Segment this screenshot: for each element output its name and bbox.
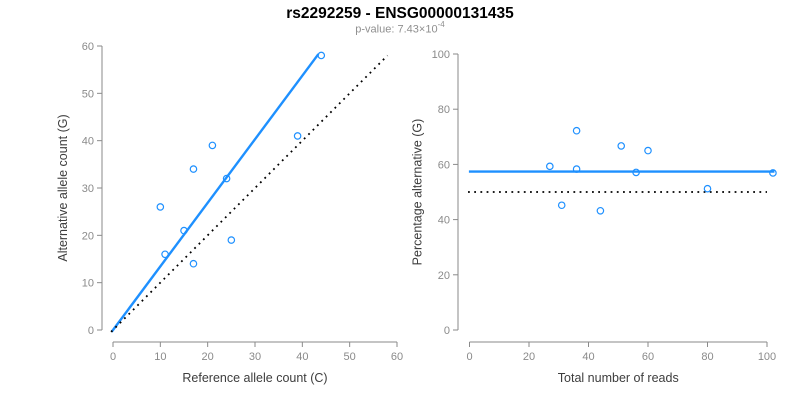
x-tick-label: 100 — [758, 351, 776, 363]
x-tick-label: 20 — [202, 351, 214, 363]
y-tick-label: 0 — [444, 325, 450, 337]
data-point — [596, 206, 605, 215]
times-symbol: × — [418, 23, 426, 36]
x-tick-label: 40 — [296, 351, 308, 363]
data-point — [703, 184, 712, 193]
x-axis-title: Total number of reads — [558, 371, 679, 385]
x-tick-label: 0 — [110, 351, 116, 363]
x-tick-label: 30 — [249, 351, 261, 363]
data-point — [317, 51, 326, 60]
y-tick-label: 0 — [88, 325, 94, 337]
x-tick-label: 60 — [642, 351, 654, 363]
x-tick-label: 60 — [391, 351, 403, 363]
x-axis-title: Reference allele count (C) — [182, 371, 327, 385]
x-tick-label: 10 — [154, 351, 166, 363]
pvalue-base: 10 — [425, 23, 438, 36]
data-point — [293, 132, 302, 140]
y-tick-label: 60 — [82, 41, 94, 53]
y-tick-label: 50 — [82, 88, 94, 100]
x-tick-label: 20 — [523, 351, 535, 363]
data-point — [180, 226, 188, 235]
y-axis-title: Percentage alternative (G) — [411, 119, 425, 266]
percentage-scatter: 0 20 40 60 80 100 0 20 40 60 80 100 Total number of … — [411, 49, 777, 385]
y-tick-label: 20 — [438, 270, 450, 282]
pvalue-mantissa: 7.43 — [397, 23, 419, 36]
allele-count-scatter: 0 10 20 30 40 50 60 0 10 20 30 40 50 60 Reference alle… — [56, 41, 403, 385]
data-point — [189, 259, 198, 268]
data-point — [222, 174, 231, 183]
data-point — [617, 142, 626, 150]
identity-line — [110, 54, 389, 333]
data-point — [557, 201, 566, 210]
data-point — [769, 169, 777, 177]
data-point — [572, 165, 581, 173]
x-tick-label: 40 — [582, 351, 594, 363]
fit-line — [110, 53, 320, 333]
y-tick-label: 10 — [82, 278, 94, 290]
x-tick-label: 0 — [466, 351, 472, 363]
y-tick-label: 40 — [438, 215, 450, 227]
figure-subtitle: p-value: 7.43×10-4 — [0, 20, 800, 36]
pvalue-label: p-value: — [355, 23, 398, 36]
data-point — [546, 162, 554, 171]
data-point — [227, 236, 236, 244]
x-tick-label: 80 — [701, 351, 713, 363]
y-tick-label: 30 — [82, 183, 94, 195]
data-point — [572, 126, 581, 135]
y-tick-label: 40 — [82, 136, 94, 148]
pvalue-exponent: -4 — [437, 20, 445, 29]
y-tick-label: 20 — [82, 230, 94, 242]
y-tick-label: 80 — [438, 104, 450, 116]
data-point — [632, 168, 640, 177]
x-tick-label: 50 — [344, 351, 356, 363]
figure-title: rs2292259 - ENSG00000131435 — [286, 5, 514, 22]
y-tick-label: 60 — [438, 159, 450, 171]
data-point — [208, 141, 217, 150]
y-axis-title: Alternative allele count (G) — [56, 114, 70, 261]
data-point — [161, 250, 169, 259]
data-point — [644, 146, 652, 155]
data-point — [156, 203, 165, 211]
data-point — [189, 165, 198, 173]
y-tick-label: 100 — [432, 49, 450, 61]
